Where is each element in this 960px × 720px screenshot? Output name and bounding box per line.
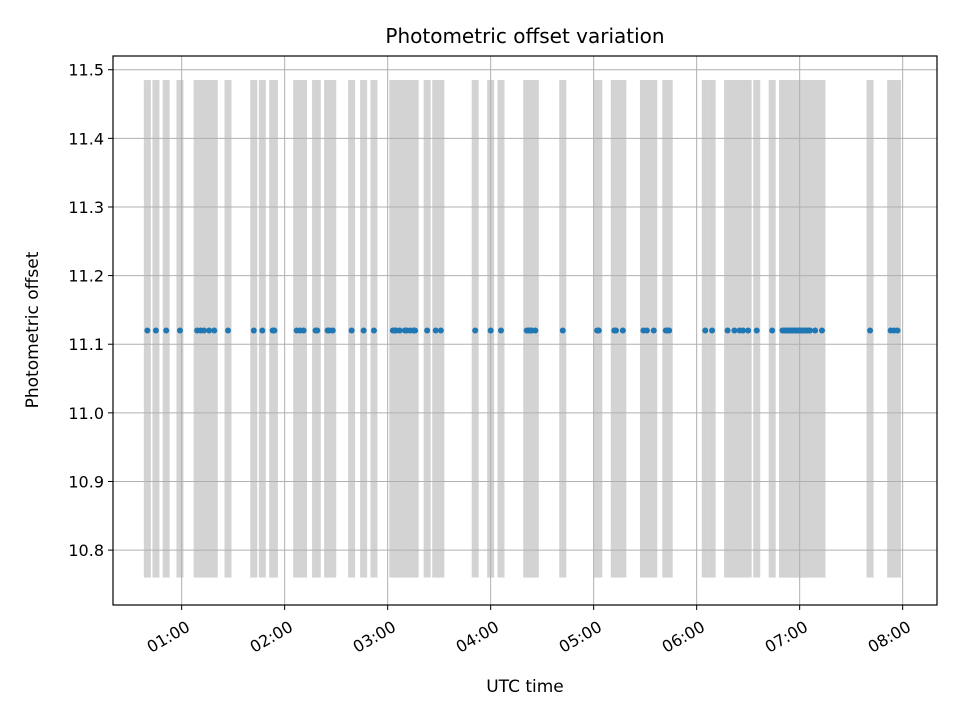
data-point (360, 327, 367, 334)
data-point (370, 327, 377, 334)
data-point (472, 327, 479, 334)
y-tick-label: 10.8 (68, 541, 104, 560)
data-point (740, 327, 747, 334)
y-tick-label: 10.9 (68, 472, 104, 491)
data-point (612, 327, 619, 334)
points-layer (144, 327, 901, 334)
data-point (497, 327, 504, 334)
y-tick-label: 11.5 (68, 61, 104, 80)
data-point (532, 327, 539, 334)
data-point (867, 327, 874, 334)
y-tick-label: 11.0 (68, 404, 104, 423)
x-axis-label: UTC time (486, 677, 564, 697)
data-point (709, 327, 716, 334)
data-point (200, 327, 207, 334)
data-point (818, 327, 825, 334)
data-point (225, 327, 232, 334)
y-tick-label: 11.1 (68, 335, 104, 354)
data-point (250, 327, 257, 334)
data-point (595, 327, 602, 334)
data-point (211, 327, 218, 334)
y-axis-label: Photometric offset (23, 251, 43, 408)
y-tick-label: 11.2 (68, 267, 104, 286)
data-point (643, 327, 650, 334)
chart-title: Photometric offset variation (385, 24, 664, 48)
data-point (163, 327, 170, 334)
data-point (152, 327, 159, 334)
data-point (559, 327, 566, 334)
data-point (745, 327, 752, 334)
y-ticks: 10.8 10.9 11.0 11.1 11.2 11.3 11.4 11.5 (68, 61, 113, 560)
data-point (424, 327, 431, 334)
data-point (437, 327, 444, 334)
y-tick-label: 11.4 (68, 129, 104, 148)
data-point (731, 327, 738, 334)
data-point (176, 327, 183, 334)
data-point (753, 327, 760, 334)
data-point (396, 327, 403, 334)
data-point (144, 327, 151, 334)
y-tick-label: 11.3 (68, 198, 104, 217)
data-point (812, 327, 819, 334)
data-point (724, 327, 731, 334)
data-point (894, 327, 901, 334)
plot-frame (112, 55, 938, 606)
data-point (329, 327, 336, 334)
data-point (271, 327, 278, 334)
data-point (650, 327, 657, 334)
data-point (769, 327, 776, 334)
data-point (432, 327, 439, 334)
data-point (702, 327, 709, 334)
data-point (487, 327, 494, 334)
data-point (259, 327, 266, 334)
data-point (348, 327, 355, 334)
data-point (300, 327, 307, 334)
data-point (666, 327, 673, 334)
data-point (314, 327, 321, 334)
data-point (412, 327, 419, 334)
data-point (806, 327, 813, 334)
data-point (206, 327, 213, 334)
data-point (619, 327, 626, 334)
